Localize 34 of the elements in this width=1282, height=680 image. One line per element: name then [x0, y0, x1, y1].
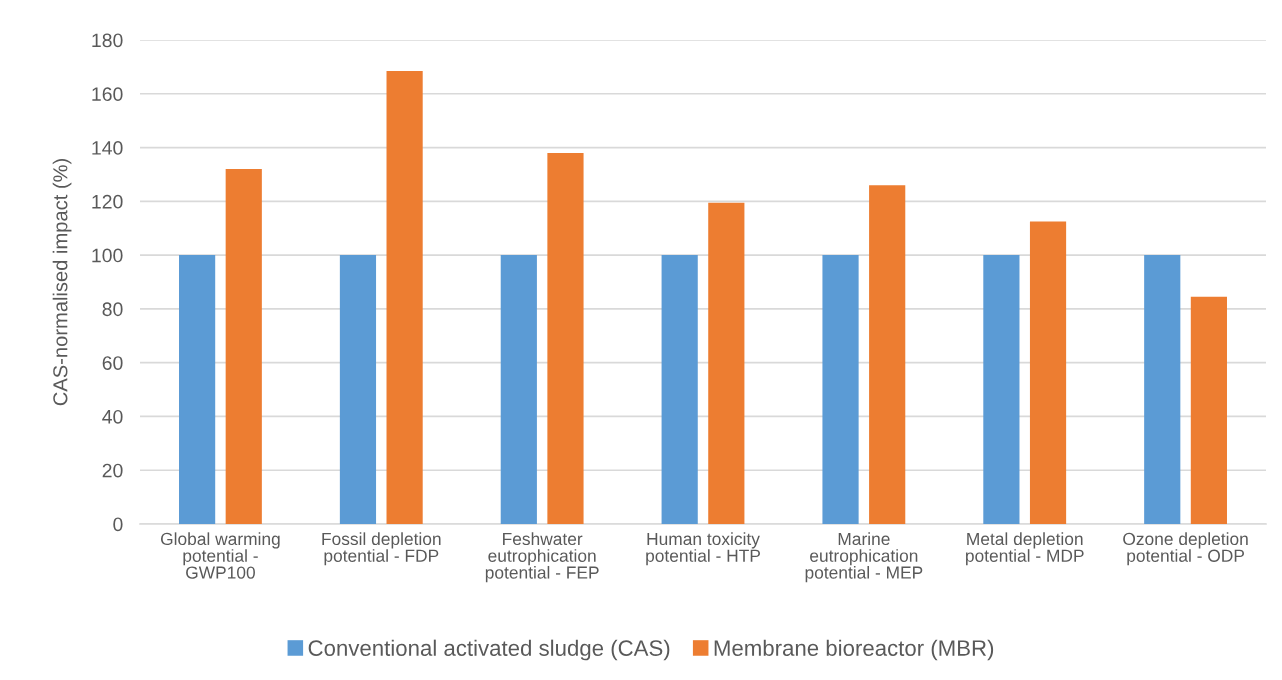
y-tick-label: 140 — [92, 141, 123, 155]
y-tick-label: 160 — [92, 87, 123, 102]
x-tick-label: Metal depletion potential - MDP — [966, 532, 1084, 566]
y-tick-label: 60 — [102, 356, 123, 370]
y-tick-label: 120 — [92, 194, 123, 209]
bar — [179, 255, 216, 524]
x-tick-label: Fossil depletion potential - FDP — [322, 532, 441, 566]
bar — [708, 202, 745, 524]
y-tick-label: 40 — [102, 409, 123, 424]
y-tick-label: 0 — [113, 517, 123, 532]
y-tick-label: 20 — [102, 463, 123, 478]
x-tick-label: Marine eutrophication potential - MEP — [805, 532, 923, 583]
y-tick-label: 80 — [102, 302, 123, 317]
bar — [869, 185, 906, 524]
bar — [1144, 255, 1181, 524]
legend-label: Membrane bioreactor (MBR) — [714, 639, 994, 661]
x-tick-label: Ozone depletion potential - ODP — [1123, 532, 1248, 566]
bar — [386, 70, 423, 524]
x-tick-label: Feshwater eutrophication potential - FEP — [485, 532, 599, 583]
y-tick-label: 100 — [92, 248, 123, 263]
bar — [1190, 296, 1227, 524]
bar — [822, 255, 859, 524]
x-tick-label: Human toxicity potential - HTP — [646, 532, 760, 566]
legend-label: Conventional activated sludge (CAS) — [308, 639, 670, 661]
bar — [983, 255, 1020, 524]
bar — [225, 169, 262, 524]
bar — [500, 255, 537, 524]
bar — [1029, 221, 1067, 524]
bar — [547, 152, 584, 524]
bar — [339, 255, 377, 524]
y-axis-title: CAS-normalised impact (%) — [52, 159, 72, 406]
y-tick-label: 180 — [92, 33, 123, 48]
bar — [661, 255, 698, 524]
x-tick-label: Global warming potential - GWP100 — [161, 532, 280, 579]
